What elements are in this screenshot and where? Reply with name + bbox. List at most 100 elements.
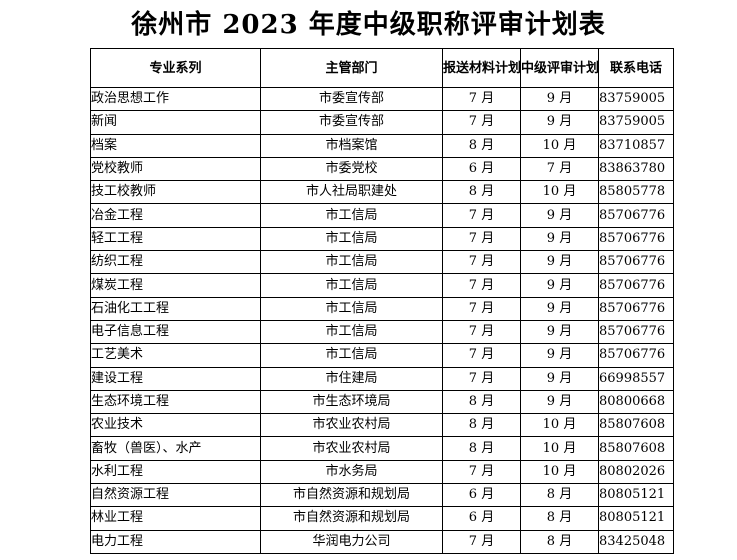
cell-specialty: 煤炭工程 <box>90 273 261 298</box>
cell-phone: 85706776 <box>598 319 674 345</box>
header-phone: 联系电话 <box>598 48 674 88</box>
table-row: 农业技术 市农业农村局 8 月 10 月 85807608 <box>90 413 674 438</box>
cell-phone: 83863780 <box>598 156 674 182</box>
cell-submit-time: 7 月 <box>442 86 521 112</box>
table-row: 技工校教师 市人社局职建处 8 月 10 月 85805778 <box>90 180 674 205</box>
cell-submit-time: 7 月 <box>442 226 521 252</box>
cell-department: 市农业农村局 <box>260 436 443 461</box>
cell-submit-time: 8 月 <box>442 133 521 158</box>
page-title: 徐州市 2023 年度中级职称评审计划表 <box>131 10 606 40</box>
cell-phone: 85706776 <box>598 250 674 275</box>
cell-review-time: 9 月 <box>520 343 599 368</box>
cell-department: 市工信局 <box>260 273 443 298</box>
cell-submit-time: 8 月 <box>442 180 521 205</box>
cell-submit-time: 6 月 <box>442 506 521 531</box>
cell-specialty: 纺织工程 <box>90 250 261 275</box>
cell-department: 市委宣传部 <box>260 86 443 112</box>
cell-review-time: 9 月 <box>520 250 599 275</box>
table-header-row: 专业系列 主管部门 报送材料计划时间 中级评审计划时间 联系电话 <box>90 48 674 88</box>
cell-department: 市委党校 <box>260 156 443 182</box>
cell-department: 市自然资源和规划局 <box>260 483 443 508</box>
cell-review-time: 9 月 <box>520 296 599 321</box>
cell-phone: 80800668 <box>598 389 674 415</box>
cell-department: 华润电力公司 <box>260 529 443 554</box>
cell-phone: 85706776 <box>598 273 674 298</box>
cell-submit-time: 7 月 <box>442 529 521 554</box>
cell-review-time: 10 月 <box>520 413 599 438</box>
cell-submit-time: 6 月 <box>442 156 521 182</box>
cell-phone: 85706776 <box>598 343 674 368</box>
cell-phone: 66998557 <box>598 366 674 391</box>
cell-review-time: 9 月 <box>520 203 599 228</box>
cell-review-time: 10 月 <box>520 180 599 205</box>
cell-review-time: 10 月 <box>520 133 599 158</box>
cell-specialty: 电子信息工程 <box>90 319 261 345</box>
cell-department: 市住建局 <box>260 366 443 391</box>
cell-specialty: 工艺美术 <box>90 343 261 368</box>
cell-specialty: 自然资源工程 <box>90 483 261 508</box>
cell-specialty: 党校教师 <box>90 156 261 182</box>
cell-review-time: 8 月 <box>520 529 599 554</box>
cell-specialty: 畜牧（兽医）、水产 <box>90 436 261 461</box>
cell-specialty: 政治思想工作 <box>90 86 261 112</box>
cell-review-time: 9 月 <box>520 86 599 112</box>
cell-phone: 85807608 <box>598 413 674 438</box>
cell-phone: 80802026 <box>598 459 674 485</box>
cell-phone: 83425048 <box>598 529 674 554</box>
cell-department: 市工信局 <box>260 203 443 228</box>
cell-phone: 83759005 <box>598 110 674 135</box>
cell-specialty: 新闻 <box>90 110 261 135</box>
cell-review-time: 9 月 <box>520 226 599 252</box>
header-specialty: 专业系列 <box>90 48 261 88</box>
cell-submit-time: 7 月 <box>442 343 521 368</box>
cell-submit-time: 8 月 <box>442 436 521 461</box>
table-row: 档案 市档案馆 8 月 10 月 83710857 <box>90 133 674 158</box>
cell-specialty: 技工校教师 <box>90 180 261 205</box>
cell-department: 市工信局 <box>260 250 443 275</box>
cell-department: 市工信局 <box>260 319 443 345</box>
cell-submit-time: 8 月 <box>442 413 521 438</box>
header-submit-time: 报送材料计划时间 <box>442 48 521 88</box>
cell-specialty: 冶金工程 <box>90 203 261 228</box>
cell-submit-time: 8 月 <box>442 389 521 415</box>
cell-review-time: 10 月 <box>520 459 599 485</box>
cell-phone: 85807608 <box>598 436 674 461</box>
cell-department: 市生态环境局 <box>260 389 443 415</box>
table-row: 畜牧（兽医）、水产 市农业农村局 8 月 10 月 85807608 <box>90 436 674 461</box>
cell-department: 市人社局职建处 <box>260 180 443 205</box>
cell-submit-time: 7 月 <box>442 366 521 391</box>
cell-department: 市工信局 <box>260 226 443 252</box>
cell-submit-time: 7 月 <box>442 250 521 275</box>
cell-specialty: 水利工程 <box>90 459 261 485</box>
cell-department: 市工信局 <box>260 296 443 321</box>
cell-specialty: 建设工程 <box>90 366 261 391</box>
cell-specialty: 档案 <box>90 133 261 158</box>
cell-review-time: 9 月 <box>520 110 599 135</box>
cell-specialty: 林业工程 <box>90 506 261 531</box>
cell-specialty: 石油化工工程 <box>90 296 261 321</box>
cell-specialty: 农业技术 <box>90 413 261 438</box>
cell-submit-time: 7 月 <box>442 203 521 228</box>
header-review-time: 中级评审计划时间 <box>520 48 599 88</box>
cell-review-time: 9 月 <box>520 273 599 298</box>
cell-phone: 85706776 <box>598 226 674 252</box>
cell-specialty: 电力工程 <box>90 529 261 554</box>
cell-submit-time: 7 月 <box>442 273 521 298</box>
cell-phone: 85706776 <box>598 203 674 228</box>
cell-submit-time: 7 月 <box>442 319 521 345</box>
cell-review-time: 9 月 <box>520 319 599 345</box>
table-row: 水利工程 市水务局 7 月 10 月 80802026 <box>90 459 674 485</box>
cell-review-time: 7 月 <box>520 156 599 182</box>
cell-review-time: 9 月 <box>520 389 599 415</box>
